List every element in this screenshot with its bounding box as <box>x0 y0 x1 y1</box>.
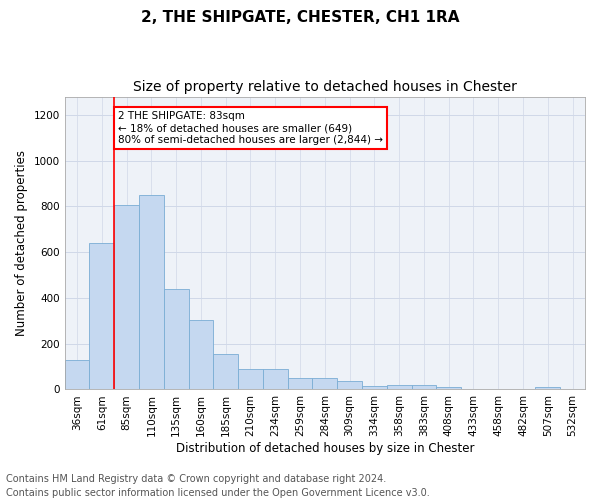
Bar <box>89 243 114 390</box>
Bar <box>214 354 238 390</box>
Bar <box>139 195 164 390</box>
Text: 2 THE SHIPGATE: 83sqm
← 18% of detached houses are smaller (649)
80% of semi-det: 2 THE SHIPGATE: 83sqm ← 18% of detached … <box>118 112 383 144</box>
Bar <box>362 386 387 390</box>
Bar <box>114 205 139 390</box>
Bar <box>313 378 337 390</box>
Bar <box>238 369 263 390</box>
Bar <box>188 320 214 390</box>
Bar <box>65 360 89 390</box>
Bar <box>287 378 313 390</box>
Bar <box>535 387 560 390</box>
Bar <box>164 289 188 390</box>
X-axis label: Distribution of detached houses by size in Chester: Distribution of detached houses by size … <box>176 442 474 455</box>
Text: Contains HM Land Registry data © Crown copyright and database right 2024.
Contai: Contains HM Land Registry data © Crown c… <box>6 474 430 498</box>
Bar <box>387 386 412 390</box>
Title: Size of property relative to detached houses in Chester: Size of property relative to detached ho… <box>133 80 517 94</box>
Bar <box>412 386 436 390</box>
Bar <box>263 369 287 390</box>
Bar <box>337 382 362 390</box>
Text: 2, THE SHIPGATE, CHESTER, CH1 1RA: 2, THE SHIPGATE, CHESTER, CH1 1RA <box>141 10 459 25</box>
Y-axis label: Number of detached properties: Number of detached properties <box>15 150 28 336</box>
Bar <box>436 387 461 390</box>
